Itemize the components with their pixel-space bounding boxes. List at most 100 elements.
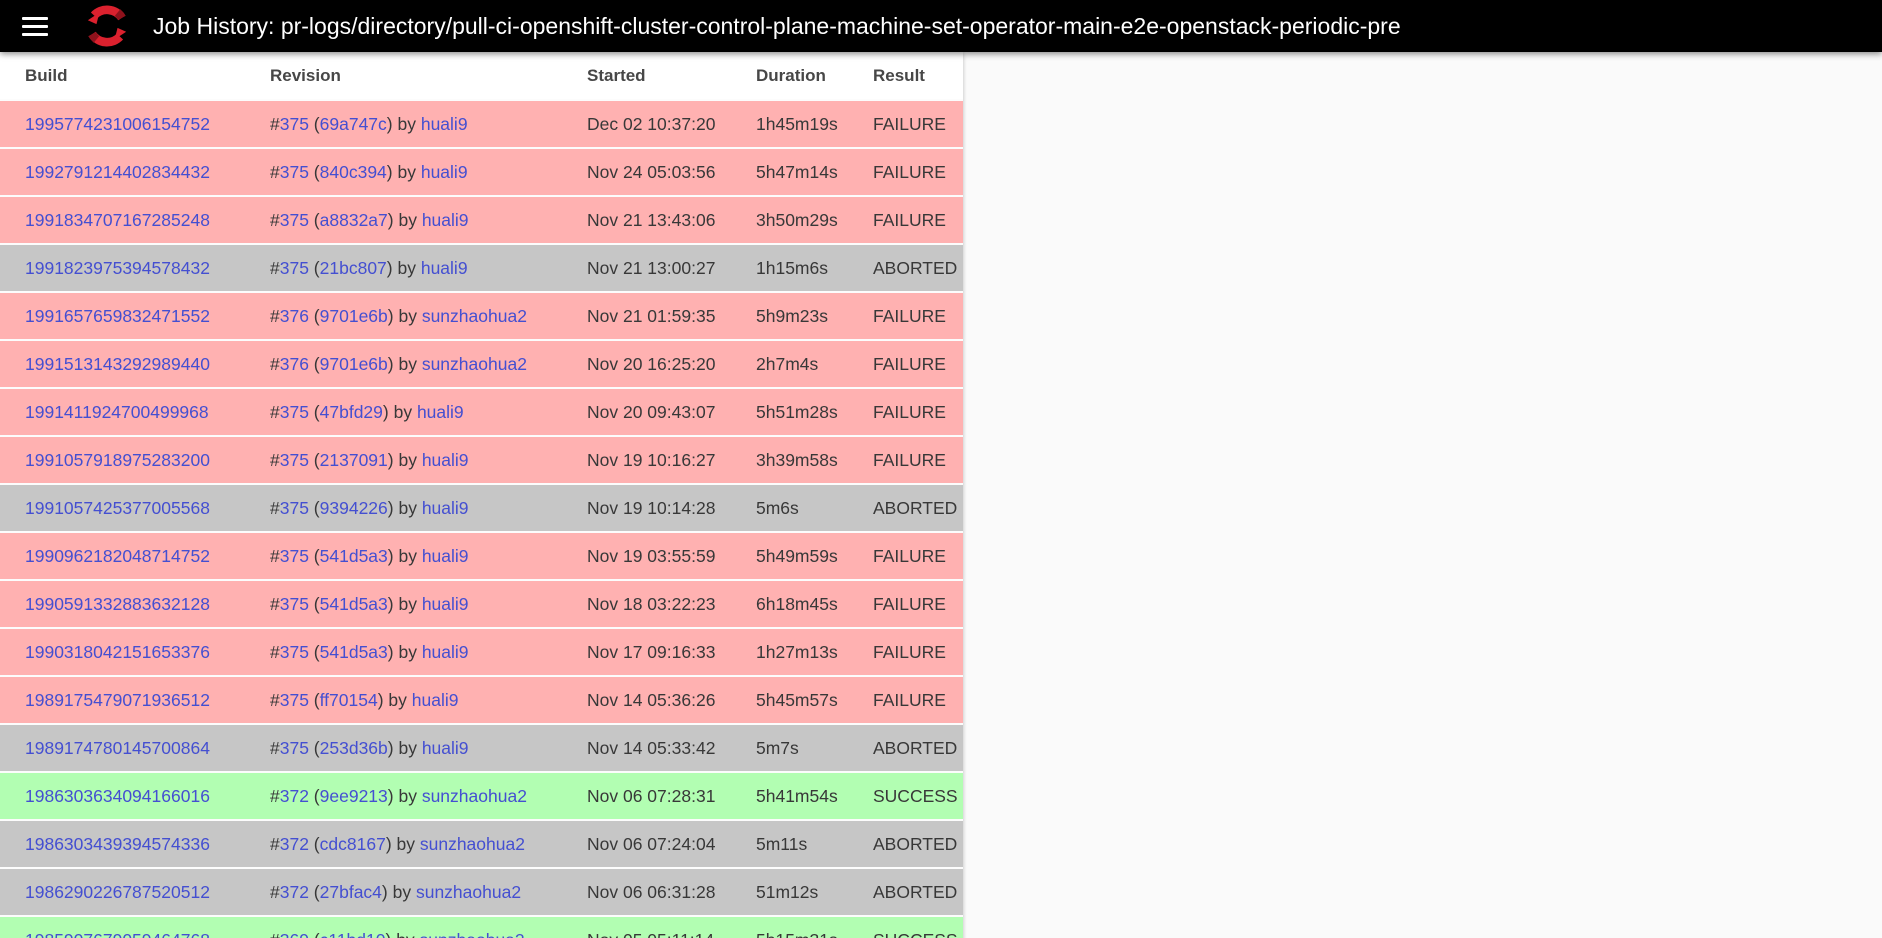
table-header-row: Build Revision Started Duration Result xyxy=(0,52,963,101)
author-link[interactable]: huali9 xyxy=(421,641,469,662)
open-paren: ( xyxy=(308,113,320,134)
close-by: ) by xyxy=(387,353,422,374)
open-paren: ( xyxy=(308,833,320,854)
commit-link[interactable]: 9701e6b xyxy=(319,353,388,374)
author-link[interactable]: huali9 xyxy=(416,401,464,422)
pr-link[interactable]: 375 xyxy=(279,497,309,518)
build-link[interactable]: 1991057425377005568 xyxy=(25,497,210,518)
commit-link[interactable]: 9701e6b xyxy=(319,305,388,326)
pr-link[interactable]: 369 xyxy=(280,930,309,938)
author-link[interactable]: huali9 xyxy=(420,161,468,182)
author-link[interactable]: huali9 xyxy=(420,113,468,134)
pr-link[interactable]: 375 xyxy=(279,257,309,278)
column-header-revision: Revision xyxy=(270,52,587,101)
table-row: 1990591332883632128 #375 (541d5a3) by hu… xyxy=(0,579,963,628)
build-link[interactable]: 1986303439394574336 xyxy=(25,833,210,854)
hash-prefix: # xyxy=(270,593,280,614)
author-link[interactable]: huali9 xyxy=(421,737,469,758)
build-link[interactable]: 1991657659832471552 xyxy=(25,305,210,326)
duration-cell: 5h45m57s xyxy=(756,675,873,724)
open-paren: ( xyxy=(308,737,320,758)
build-link[interactable]: 1986290226787520512 xyxy=(25,881,210,902)
commit-link[interactable]: 2137091 xyxy=(319,449,388,470)
commit-link[interactable]: 541d5a3 xyxy=(319,545,388,566)
hash-prefix: # xyxy=(270,113,280,134)
started-cell: Nov 05 05:11:14 xyxy=(587,915,756,938)
build-link[interactable]: 1985907679059464768 xyxy=(25,930,210,938)
author-link[interactable]: huali9 xyxy=(421,209,469,230)
author-link[interactable]: sunzhaohua2 xyxy=(419,833,525,854)
pr-link[interactable]: 375 xyxy=(279,593,309,614)
close-by: ) by xyxy=(387,449,422,470)
commit-link[interactable]: ff70154 xyxy=(319,689,378,710)
commit-link[interactable]: 9ee9213 xyxy=(319,785,388,806)
author-link[interactable]: sunzhaohua2 xyxy=(421,305,527,326)
hash-prefix: # xyxy=(270,833,280,854)
build-link[interactable]: 1989174780145700864 xyxy=(25,737,210,758)
commit-link[interactable]: cdc8167 xyxy=(319,833,386,854)
close-by: ) by xyxy=(387,593,422,614)
pr-link[interactable]: 376 xyxy=(279,353,309,374)
hash-prefix: # xyxy=(270,449,280,470)
commit-link[interactable]: 840c394 xyxy=(319,161,387,182)
build-link[interactable]: 1986303634094166016 xyxy=(25,785,210,806)
open-paren: ( xyxy=(308,257,320,278)
pr-link[interactable]: 375 xyxy=(279,641,309,662)
menu-icon[interactable] xyxy=(22,16,48,36)
commit-link[interactable]: 541d5a3 xyxy=(319,641,388,662)
pr-link[interactable]: 376 xyxy=(279,305,309,326)
build-link[interactable]: 1990591332883632128 xyxy=(25,593,210,614)
pr-link[interactable]: 372 xyxy=(279,785,309,806)
pr-link[interactable]: 375 xyxy=(279,689,309,710)
duration-cell: 3h50m29s xyxy=(756,195,873,244)
commit-link[interactable]: 69a747c xyxy=(319,113,387,134)
build-link[interactable]: 1991057918975283200 xyxy=(25,449,210,470)
build-link[interactable]: 1992791214402834432 xyxy=(25,161,210,182)
commit-link[interactable]: 541d5a3 xyxy=(319,593,388,614)
commit-link[interactable]: 27bfac4 xyxy=(319,881,382,902)
pr-link[interactable]: 375 xyxy=(279,545,309,566)
open-paren: ( xyxy=(308,449,320,470)
result-cell: FAILURE xyxy=(873,531,963,580)
table-row: 1995774231006154752 #375 (69a747c) by hu… xyxy=(0,99,963,148)
author-link[interactable]: huali9 xyxy=(421,545,469,566)
build-link[interactable]: 1990318042151653376 xyxy=(25,641,210,662)
table-row: 1986290226787520512 #372 (27bfac4) by su… xyxy=(0,867,963,916)
build-link[interactable]: 1991834707167285248 xyxy=(25,209,210,230)
pr-link[interactable]: 372 xyxy=(279,881,309,902)
started-cell: Nov 06 07:24:04 xyxy=(587,819,756,868)
pr-link[interactable]: 375 xyxy=(279,161,309,182)
pr-link[interactable]: 375 xyxy=(279,449,309,470)
author-link[interactable]: huali9 xyxy=(421,497,469,518)
pr-link[interactable]: 372 xyxy=(279,833,309,854)
build-link[interactable]: 1991823975394578432 xyxy=(25,257,210,278)
commit-link[interactable]: 9394226 xyxy=(319,497,388,518)
author-link[interactable]: sunzhaohua2 xyxy=(415,881,522,902)
open-paren: ( xyxy=(308,209,320,230)
commit-link[interactable]: c11bd10 xyxy=(320,930,386,938)
build-link[interactable]: 1989175479071936512 xyxy=(25,689,210,710)
author-link[interactable]: sunzhaohua2 xyxy=(421,785,527,806)
author-link[interactable]: sunzhaohua2 xyxy=(420,930,525,938)
author-link[interactable]: huali9 xyxy=(420,257,468,278)
column-header-result: Result xyxy=(873,52,963,101)
build-link[interactable]: 1991411924700499968 xyxy=(25,401,209,422)
build-link[interactable]: 1995774231006154752 xyxy=(25,113,210,134)
pr-link[interactable]: 375 xyxy=(279,113,309,134)
author-link[interactable]: sunzhaohua2 xyxy=(421,353,527,374)
build-link[interactable]: 1991513143292989440 xyxy=(25,353,210,374)
commit-link[interactable]: 253d36b xyxy=(319,737,388,758)
author-link[interactable]: huali9 xyxy=(421,449,469,470)
commit-link[interactable]: 21bc807 xyxy=(319,257,387,278)
commit-link[interactable]: 47bfd29 xyxy=(319,401,383,422)
result-cell: FAILURE xyxy=(873,339,963,388)
commit-link[interactable]: a8832a7 xyxy=(319,209,388,230)
author-link[interactable]: huali9 xyxy=(421,593,469,614)
build-link[interactable]: 1990962182048714752 xyxy=(25,545,210,566)
pr-link[interactable]: 375 xyxy=(279,209,309,230)
pr-link[interactable]: 375 xyxy=(279,737,309,758)
author-link[interactable]: huali9 xyxy=(411,689,459,710)
duration-cell: 51m12s xyxy=(756,867,873,916)
pr-link[interactable]: 375 xyxy=(279,401,309,422)
duration-cell: 5h41m54s xyxy=(756,771,873,820)
